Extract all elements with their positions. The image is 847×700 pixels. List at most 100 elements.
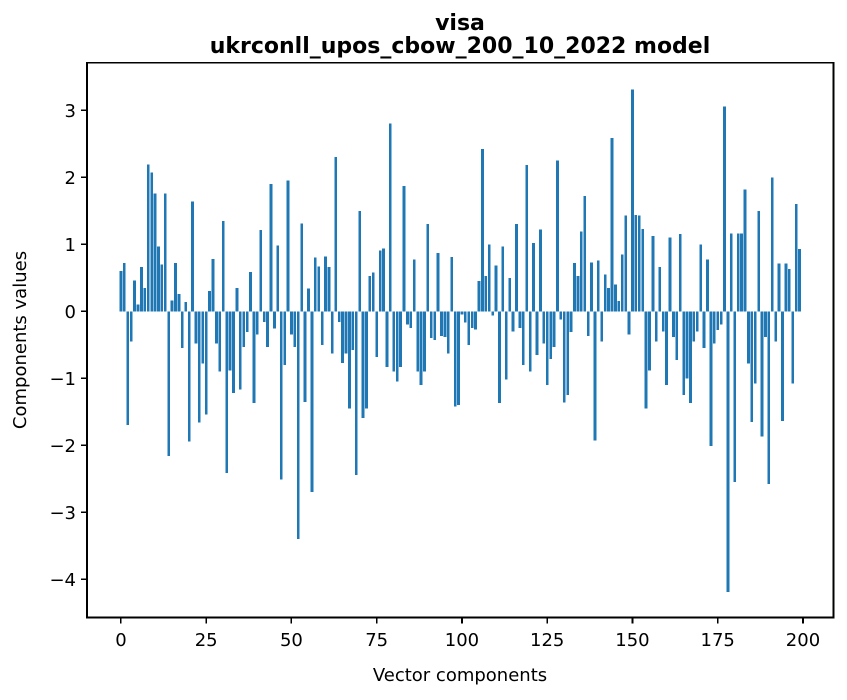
bar — [525, 165, 529, 312]
bar — [327, 267, 331, 312]
bar — [712, 311, 716, 344]
bar — [416, 311, 419, 372]
bar — [491, 311, 495, 316]
bar — [436, 252, 440, 312]
bar — [150, 172, 153, 312]
bar — [180, 311, 184, 349]
x-tick-label: 175 — [701, 630, 735, 651]
bar — [354, 311, 358, 475]
bar — [634, 214, 638, 312]
bars-group — [119, 89, 801, 593]
x-tick-label: 25 — [195, 630, 218, 651]
bar — [764, 311, 767, 337]
bar — [368, 275, 372, 312]
bar — [358, 210, 362, 312]
bar — [528, 311, 532, 372]
bar — [348, 311, 351, 409]
bar — [566, 311, 570, 396]
bar — [545, 311, 549, 385]
bar — [119, 271, 123, 312]
bar — [644, 311, 648, 409]
bar — [767, 311, 771, 485]
bar — [457, 311, 460, 406]
bar — [385, 311, 389, 367]
bar — [477, 281, 481, 312]
bar — [238, 311, 242, 390]
bar — [255, 311, 259, 335]
bar — [539, 229, 542, 312]
bar — [487, 244, 491, 312]
bar — [146, 164, 150, 312]
bar — [375, 311, 379, 357]
bar — [399, 311, 402, 367]
x-tick-label: 50 — [280, 630, 303, 651]
bar — [579, 231, 583, 312]
bar — [706, 259, 709, 312]
bar — [290, 311, 293, 335]
bar — [614, 284, 617, 312]
bar — [654, 311, 658, 342]
bar — [344, 311, 348, 354]
bar — [388, 123, 392, 312]
bar — [770, 177, 774, 312]
bar — [228, 311, 232, 371]
bar — [777, 263, 781, 312]
bar — [194, 311, 198, 344]
bar — [470, 311, 474, 329]
bar — [583, 196, 587, 312]
bar — [494, 265, 498, 312]
bar — [521, 311, 525, 365]
bar — [508, 277, 512, 312]
bar — [511, 311, 515, 332]
bar — [153, 193, 157, 312]
bar — [535, 311, 539, 355]
bar — [627, 311, 631, 335]
bar — [334, 157, 338, 312]
x-tick-label: 75 — [365, 630, 388, 651]
bar — [576, 275, 580, 312]
bar — [269, 183, 273, 312]
bar — [341, 311, 344, 363]
bar — [266, 311, 269, 347]
bar — [211, 259, 215, 312]
bar — [784, 263, 788, 312]
bar — [726, 311, 730, 593]
x-tick-label: 125 — [530, 630, 564, 651]
bar — [695, 311, 699, 332]
bar — [331, 311, 334, 354]
bar — [597, 260, 600, 312]
y-tick-label: −2 — [49, 436, 76, 457]
bar — [129, 311, 133, 342]
bar — [607, 287, 610, 312]
bar — [620, 254, 624, 312]
bar — [617, 301, 621, 312]
bar — [313, 257, 317, 312]
bar — [702, 311, 706, 349]
bar — [259, 230, 263, 312]
x-tick-label: 150 — [615, 630, 649, 651]
bar — [446, 311, 450, 354]
bar — [174, 263, 177, 312]
y-tick-label: 0 — [65, 302, 76, 323]
bar — [351, 311, 355, 351]
y-tick-label: −4 — [49, 570, 76, 591]
bar — [443, 311, 447, 337]
bar — [661, 311, 665, 332]
bar — [460, 311, 464, 315]
bar — [668, 237, 672, 312]
bar — [641, 228, 645, 312]
bar — [279, 311, 283, 480]
x-axis-label: Vector components — [373, 665, 547, 686]
bar — [218, 311, 222, 372]
bar — [191, 201, 194, 312]
bar — [552, 311, 556, 347]
bar — [573, 263, 576, 312]
x-tick-label: 100 — [445, 630, 479, 651]
bar — [371, 272, 375, 312]
bar — [481, 149, 484, 312]
bar — [740, 233, 743, 312]
bar — [293, 311, 297, 347]
bar — [651, 236, 655, 312]
bar — [184, 301, 188, 312]
bar — [204, 311, 208, 415]
